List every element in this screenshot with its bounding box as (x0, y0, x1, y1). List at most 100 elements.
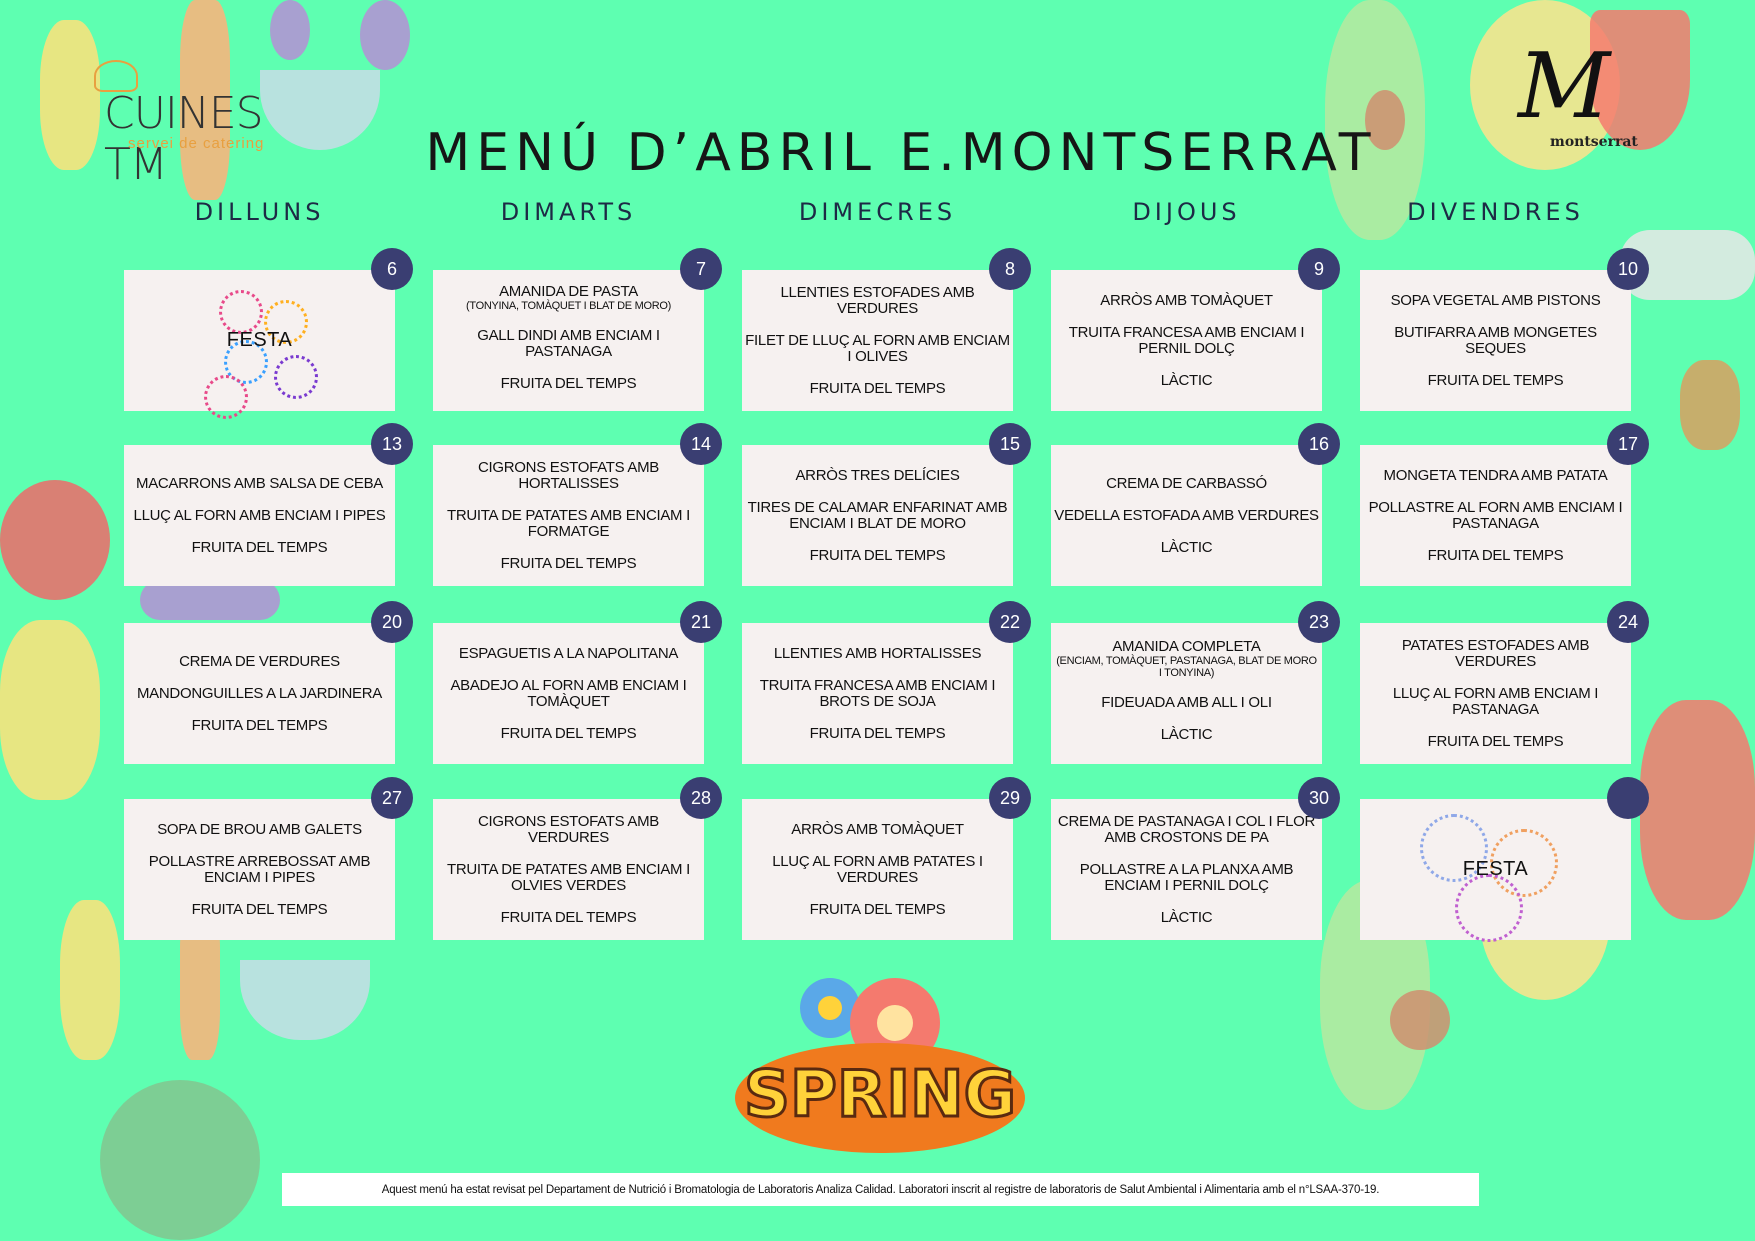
menu-day-card: SOPA DE BROU AMB GALETS POLLASTRE ARREBOS… (124, 799, 395, 940)
date-badge: 22 (989, 601, 1031, 643)
dish: FRUITA DEL TEMPS (810, 380, 946, 397)
dish: FRUITA DEL TEMPS (810, 725, 946, 742)
dish: LLENTIES AMB HORTALISSES (774, 645, 982, 662)
dish-name: POLLASTRE AL FORN AMB ENCIAM I PASTANAGA (1368, 498, 1623, 532)
dish-name: CREMA DE VERDURES (179, 652, 340, 670)
dish-name: FRUITA DEL TEMPS (191, 538, 328, 556)
escola-montserrat-logo: M montserrat (1518, 34, 1638, 150)
dish-name: FRUITA DEL TEMPS (500, 374, 637, 392)
dish: ARRÒS TRES DELÍCIES (795, 467, 959, 484)
dish-name: POLLASTRE A LA PLANXA AMB ENCIAM I PERNI… (1079, 860, 1294, 894)
dish: AMANIDA COMPLETA (ENCIAM, TOMÀQUET, PASTA… (1054, 638, 1319, 679)
dish-name: FRUITA DEL TEMPS (191, 900, 328, 918)
dish: SOPA VEGETAL AMB PISTONS (1390, 291, 1601, 309)
dish: LLUÇ AL FORN AMB PATATES I VERDURES (745, 852, 1010, 886)
dish: GALL DINDI AMB ENCIAM I PASTANAGA (436, 326, 701, 360)
dish: PATATES ESTOFADES AMB VERDURES (1363, 637, 1628, 670)
dish-name: TRUITA FRANCESA AMB ENCIAM I BROTS DE SO… (759, 676, 996, 710)
chef-hat-icon (94, 60, 138, 92)
dish: CIGRONS ESTOFATS AMB VERDURES (436, 813, 701, 846)
dish: FRUITA DEL TEMPS (1427, 371, 1564, 389)
dish-name: LLUÇ AL FORN AMB ENCIAM I PASTANAGA (1392, 684, 1599, 718)
dish-name: LÀCTIC (1160, 908, 1213, 926)
firework-icon (1490, 829, 1558, 897)
date-badge: 24 (1607, 601, 1649, 643)
menu-day-card: AMANIDA COMPLETA (ENCIAM, TOMÀQUET, PASTA… (1051, 623, 1322, 764)
dish-name: TIRES DE CALAMAR ENFARINAT AMB ENCIAM I … (747, 498, 1008, 532)
dish: POLLASTRE AL FORN AMB ENCIAM I PASTANAGA (1363, 498, 1628, 532)
dish-name: MONGETA TENDRA AMB PATATA (1383, 466, 1608, 484)
dish: ARRÒS AMB TOMÀQUET (791, 820, 964, 838)
dish: FRUITA DEL TEMPS (500, 374, 637, 392)
dish: TRUITA DE PATATES AMB ENCIAM I OLVIES VE… (436, 861, 701, 894)
menu-day-card: LLENTIES ESTOFADES AMB VERDURES FILET DE … (742, 270, 1013, 411)
date-badge: 20 (371, 601, 413, 643)
dish-name: SOPA VEGETAL AMB PISTONS (1390, 291, 1601, 309)
dish-name: FRUITA DEL TEMPS (809, 546, 946, 564)
dish: VEDELLA ESTOFADA AMB VERDURES (1054, 506, 1319, 524)
firework-icon (1420, 814, 1488, 882)
firework-icon (274, 355, 318, 399)
dish-name: FRUITA DEL TEMPS (191, 716, 328, 734)
dish-name: CREMA DE PASTANAGA I COL I FLOR AMB CROS… (1057, 812, 1316, 846)
dish-name: FRUITA DEL TEMPS (500, 554, 637, 572)
dish: FRUITA DEL TEMPS (500, 908, 637, 926)
firework-icon (224, 340, 268, 384)
firework-icon (264, 300, 308, 344)
dish: FIDEUADA AMB ALL I OLI (1101, 694, 1272, 711)
dish: FRUITA DEL TEMPS (809, 900, 946, 918)
dish-name: TRUITA DE PATATES AMB ENCIAM I FORMATGE (447, 506, 690, 540)
weekday-header: DILLUNS (194, 198, 325, 226)
dish-name: AMANIDA DE PASTA (499, 282, 638, 300)
firework-icon (204, 375, 248, 419)
dish-name: POLLASTRE ARREBOSSAT AMB ENCIAM I PIPES (148, 852, 371, 886)
dish: FRUITA DEL TEMPS (191, 538, 328, 556)
dish: TRUITA FRANCESA AMB ENCIAM I BROTS DE SO… (745, 676, 1010, 710)
menu-day-card: ARRÒS AMB TOMÀQUET TRUITA FRANCESA AMB EN… (1051, 270, 1322, 411)
spring-logo: SPRING (735, 978, 1025, 1153)
dish: ABADEJO AL FORN AMB ENCIAM I TOMÀQUET (436, 677, 701, 710)
dish: FRUITA DEL TEMPS (500, 724, 637, 742)
dish-name: FRUITA DEL TEMPS (809, 900, 946, 918)
menu-day-card: ARRÒS AMB TOMÀQUET LLUÇ AL FORN AMB PATAT… (742, 799, 1013, 940)
dish-name: VEDELLA ESTOFADA AMB VERDURES (1054, 506, 1319, 524)
date-badge: 17 (1607, 423, 1649, 465)
dish-name: GALL DINDI AMB ENCIAM I PASTANAGA (477, 326, 660, 360)
dish-name: FRUITA DEL TEMPS (1427, 371, 1564, 389)
dish-name: ARRÒS AMB TOMÀQUET (791, 820, 964, 838)
date-badge: 13 (371, 423, 413, 465)
footer-disclaimer: Aquest menú ha estat revisat pel Departa… (282, 1173, 1479, 1206)
dish-name: FRUITA DEL TEMPS (1427, 546, 1564, 564)
dish: SOPA DE BROU AMB GALETS (157, 821, 362, 838)
dish-name: FRUITA DEL TEMPS (500, 908, 637, 926)
date-badge: 16 (1298, 423, 1340, 465)
dish: MONGETA TENDRA AMB PATATA (1383, 466, 1608, 484)
date-badge: 23 (1298, 601, 1340, 643)
svg-text:SPRING: SPRING (744, 1058, 1016, 1132)
menu-day-card: CREMA DE PASTANAGA I COL I FLOR AMB CROS… (1051, 799, 1322, 940)
dish: CREMA DE CARBASSÓ (1106, 475, 1267, 492)
menu-day-card: MACARRONS AMB SALSA DE CEBA LLUÇ AL FORN … (124, 445, 395, 586)
firework-icon (219, 290, 263, 334)
menu-day-card: CIGRONS ESTOFATS AMB HORTALISSES TRUITA D… (433, 445, 704, 586)
menu-day-card: MONGETA TENDRA AMB PATATA POLLASTRE AL FO… (1360, 445, 1631, 586)
dish: LÀCTIC (1161, 726, 1213, 743)
dish: LLUÇ AL FORN AMB ENCIAM I PASTANAGA (1363, 684, 1628, 718)
weekday-header: DIMECRES (798, 198, 957, 226)
dish: LLENTIES ESTOFADES AMB VERDURES (745, 284, 1010, 317)
date-badge: 7 (680, 248, 722, 290)
page-title: MENÚ D’ABRIL E.MONTSERRAT (425, 122, 1377, 183)
dish-name: LÀCTIC (1160, 371, 1213, 389)
dish-name: FRUITA DEL TEMPS (500, 724, 637, 742)
date-badge: 10 (1607, 248, 1649, 290)
dish-name: LLUÇ AL FORN AMB ENCIAM I PIPES (133, 506, 386, 524)
dish-name: LLUÇ AL FORN AMB PATATES I VERDURES (772, 852, 983, 886)
date-badge: 6 (371, 248, 413, 290)
cuines-tm-logo: CUINES TM servei de catering (92, 60, 312, 190)
dish-note: (ENCIAM, TOMÀQUET, PASTANAGA, BLAT DE MO… (1056, 654, 1317, 679)
menu-day-card: CREMA DE CARBASSÓ VEDELLA ESTOFADA AMB VE… (1051, 445, 1322, 586)
dish: FRUITA DEL TEMPS (809, 546, 946, 564)
dish-name: ESPAGUETIS A LA NAPOLITANA (458, 644, 679, 662)
menu-day-card: LLENTIES AMB HORTALISSES TRUITA FRANCESA … (742, 623, 1013, 764)
menu-day-card: ARRÒS TRES DELÍCIES TIRES DE CALAMAR ENFA… (742, 445, 1013, 586)
